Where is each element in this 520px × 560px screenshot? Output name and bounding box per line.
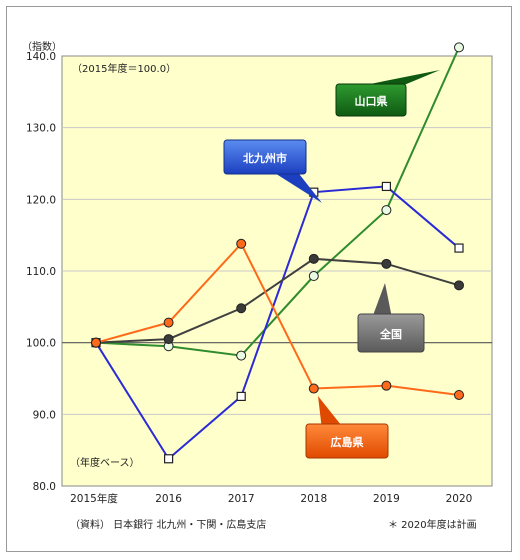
data-point-yamaguchi: [236, 350, 247, 361]
x-tick-label: 2017: [228, 493, 255, 505]
series-lines: [95, 46, 460, 461]
callout-kitakyushu: 北九州市: [223, 139, 322, 203]
callout-yamaguchi: 山口県: [335, 70, 440, 117]
y-axis-ticks: 140.0 130.0 120.0 110.0 100.0 90.0 80.0: [26, 51, 56, 493]
series-markers: [91, 42, 464, 464]
data-point-zenkoku: [308, 253, 319, 264]
data-point-zenkoku: [381, 258, 392, 269]
x-tick-label: 2015年度: [70, 492, 118, 505]
source-note: （資料） 日本銀行 北九州・下関・広島支店: [70, 518, 266, 531]
x-tick-label: 2019: [373, 493, 400, 505]
y-tick-label: 80.0: [33, 481, 56, 493]
callout-label-yamaguchi: 山口県: [355, 94, 388, 108]
y-tick-label: 100.0: [26, 338, 56, 350]
x-tick-label: 2016: [155, 493, 182, 505]
x-tick-label: 2018: [300, 493, 327, 505]
x-axis-ticks: 2015年度 2016 2017 2018 2019 2020: [70, 492, 472, 505]
callout-label-kitakyushu: 北九州市: [243, 151, 287, 165]
y-axis-label: （指数）: [22, 40, 62, 53]
data-point-kitakyushu: [381, 181, 391, 192]
series-line-hiroshima: [95, 242, 460, 396]
footnote: ＊ 2020年度は計画: [388, 518, 477, 531]
data-point-zenkoku: [163, 334, 174, 345]
callout-hiroshima: 広島県: [305, 396, 389, 459]
x-note: （年度ベース）: [70, 456, 140, 469]
data-point-kitakyushu: [454, 243, 464, 253]
data-point-yamaguchi: [381, 205, 392, 216]
data-point-hiroshima: [91, 337, 101, 348]
data-point-hiroshima: [454, 389, 464, 400]
data-point-zenkoku: [236, 303, 247, 314]
data-point-hiroshima: [308, 383, 319, 394]
data-point-kitakyushu: [164, 454, 174, 464]
callout-zenkoku: 全国: [357, 283, 425, 353]
series-line-zenkoku: [95, 257, 460, 344]
data-point-kitakyushu: [236, 391, 246, 402]
data-point-yamaguchi: [454, 42, 464, 53]
data-point-yamaguchi: [308, 271, 319, 282]
data-point-hiroshima: [163, 317, 174, 328]
data-point-hiroshima: [236, 238, 247, 249]
y-tick-label: 120.0: [26, 194, 56, 206]
y-tick-label: 140.0: [26, 51, 56, 63]
y-tick-label: 110.0: [26, 266, 56, 278]
callout-label-hiroshima: 広島県: [331, 435, 364, 449]
x-tick-label: 2020: [446, 493, 473, 505]
y-tick-label: 90.0: [33, 409, 56, 421]
data-point-hiroshima: [381, 380, 392, 391]
y-tick-label: 130.0: [26, 123, 56, 135]
data-point-zenkoku: [454, 280, 464, 291]
callout-label-zenkoku: 全国: [379, 327, 402, 341]
base-note: （2015年度＝100.0）: [72, 62, 176, 75]
series-line-kitakyushu: [95, 185, 460, 461]
